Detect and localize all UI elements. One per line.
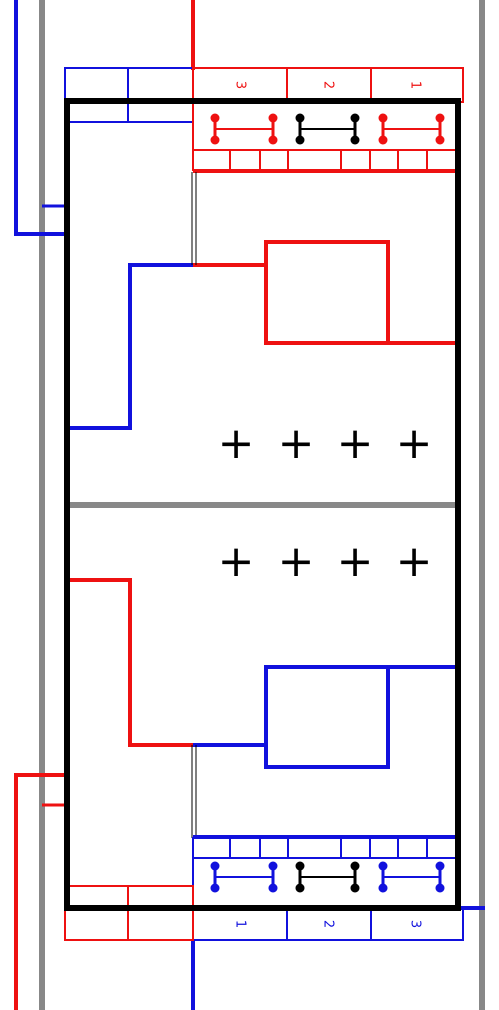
top-left-header	[64, 67, 194, 123]
top-terminal-label-1: 1	[408, 81, 423, 89]
top-blue-path	[70, 263, 193, 430]
top-terminal-label-2: 2	[321, 81, 336, 89]
top-terminal-3-dot-2	[295, 135, 305, 145]
bottom-terminal-label-2: 2	[321, 920, 336, 928]
top-terminal-4-dot-1	[350, 113, 360, 123]
bottom-marker-1: +	[218, 536, 255, 587]
top-terminal-2-dot-2	[268, 135, 278, 145]
main-enclosure	[64, 98, 461, 911]
top-wiring	[14, 0, 458, 430]
bottom-wiring	[14, 578, 485, 1010]
top-terminal-4-dot-2	[350, 135, 360, 145]
bottom-terminal-1-dot-1	[210, 861, 220, 871]
bottom-terminal-2-dot-2	[268, 883, 278, 893]
bottom-terminal-3-dot-1	[295, 861, 305, 871]
bottom-terminal-6-dot-1	[435, 861, 445, 871]
top-terminal-3-dot-1	[295, 113, 305, 123]
top-marker-3: +	[337, 418, 374, 469]
top-terminal-2-dot-1	[268, 113, 278, 123]
bottom-terminal-4-dot-1	[350, 861, 360, 871]
top-terminal-5-dot-1	[378, 113, 388, 123]
bottom-red-feed	[14, 773, 66, 1010]
bottom-terminal-2-dot-1	[268, 861, 278, 871]
top-terminal-6-dot-2	[435, 135, 445, 145]
bottom-blue-box	[264, 665, 390, 769]
bottom-terminal-3-dot-2	[295, 883, 305, 893]
top-terminal-label-3: 3	[233, 81, 248, 89]
bottom-left-header	[64, 885, 194, 941]
top-marker-1: +	[218, 418, 255, 469]
bottom-terminals	[210, 861, 445, 893]
bottom-terminal-4-dot-2	[350, 883, 360, 893]
bottom-markers: + + + +	[218, 536, 433, 587]
bottom-terminal-6-dot-2	[435, 883, 445, 893]
top-terminal-1-dot-2	[210, 135, 220, 145]
bottom-terminal-5-dot-2	[378, 883, 388, 893]
bottom-terminal-label-1: 1	[233, 920, 248, 928]
top-terminal-6-dot-1	[435, 113, 445, 123]
top-terminal-1-dot-1	[210, 113, 220, 123]
bottom-marker-2: +	[278, 536, 315, 587]
bottom-marker-3: +	[337, 536, 374, 587]
top-red-box	[264, 240, 390, 345]
bottom-terminal-label-3: 3	[408, 920, 423, 928]
top-terminal-5-dot-2	[378, 135, 388, 145]
top-marker-2: +	[278, 418, 315, 469]
bottom-terminal-5-dot-1	[378, 861, 388, 871]
top-terminals	[210, 113, 445, 145]
top-blue-feed	[14, 0, 66, 236]
top-marker-4: +	[396, 418, 433, 469]
bottom-red-path	[70, 578, 193, 747]
bottom-marker-4: +	[396, 536, 433, 587]
top-markers: + + + +	[218, 418, 433, 469]
bottom-terminal-1-dot-2	[210, 883, 220, 893]
